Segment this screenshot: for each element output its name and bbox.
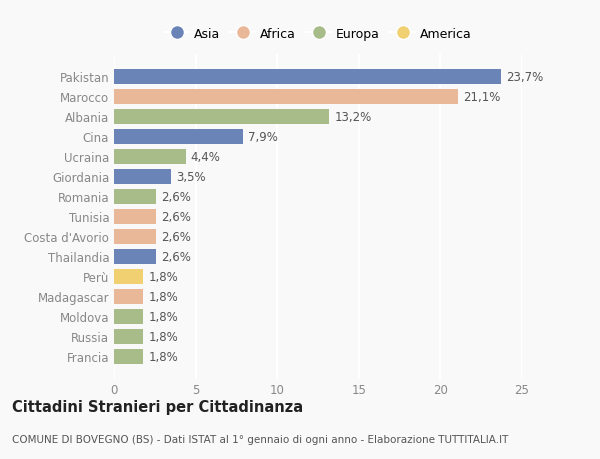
Text: 2,6%: 2,6% — [161, 230, 191, 243]
Bar — [114, 110, 329, 125]
Text: Cittadini Stranieri per Cittadinanza: Cittadini Stranieri per Cittadinanza — [12, 399, 303, 414]
Text: 1,8%: 1,8% — [148, 350, 178, 363]
Text: 23,7%: 23,7% — [506, 71, 543, 84]
Bar — [114, 129, 243, 145]
Text: 1,8%: 1,8% — [148, 270, 178, 283]
Text: COMUNE DI BOVEGNO (BS) - Dati ISTAT al 1° gennaio di ogni anno - Elaborazione TU: COMUNE DI BOVEGNO (BS) - Dati ISTAT al 1… — [12, 434, 508, 444]
Bar — [114, 70, 501, 85]
Bar — [114, 90, 458, 105]
Bar — [114, 209, 157, 224]
Text: 2,6%: 2,6% — [161, 190, 191, 203]
Text: 1,8%: 1,8% — [148, 310, 178, 323]
Bar — [114, 230, 157, 244]
Bar — [114, 150, 186, 164]
Text: 1,8%: 1,8% — [148, 290, 178, 303]
Bar — [114, 269, 143, 284]
Text: 1,8%: 1,8% — [148, 330, 178, 343]
Text: 13,2%: 13,2% — [334, 111, 371, 123]
Bar — [114, 309, 143, 324]
Text: 7,9%: 7,9% — [248, 131, 278, 144]
Bar — [114, 289, 143, 304]
Bar — [114, 349, 143, 364]
Bar — [114, 190, 157, 204]
Text: 2,6%: 2,6% — [161, 250, 191, 263]
Text: 3,5%: 3,5% — [176, 170, 206, 184]
Text: 2,6%: 2,6% — [161, 210, 191, 224]
Legend: Asia, Africa, Europa, America: Asia, Africa, Europa, America — [159, 22, 477, 45]
Text: 4,4%: 4,4% — [191, 151, 221, 163]
Bar — [114, 169, 171, 185]
Bar — [114, 249, 157, 264]
Bar — [114, 329, 143, 344]
Text: 21,1%: 21,1% — [463, 91, 500, 104]
